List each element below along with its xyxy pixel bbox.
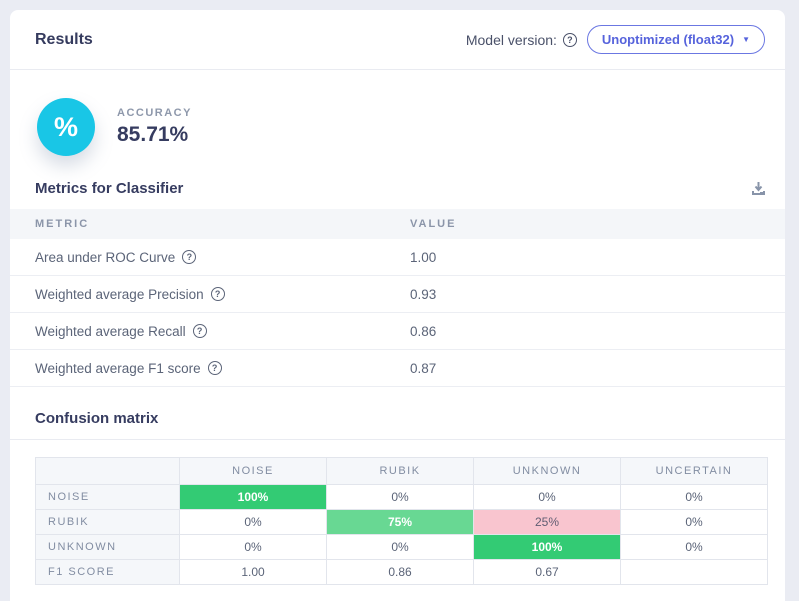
metrics-heading-row: Metrics for Classifier [10, 156, 785, 209]
metrics-table-header: METRIC VALUE [10, 209, 785, 239]
metrics-section-title: Metrics for Classifier [35, 180, 184, 197]
confusion-cell: 25% [473, 509, 621, 535]
confusion-cell: 0.67 [473, 559, 621, 585]
confusion-row-label: RUBIK [35, 509, 180, 535]
value-column-header: VALUE [410, 218, 457, 230]
page-title: Results [35, 30, 93, 48]
confusion-row: F1 SCORE 1.00 0.86 0.67 [35, 559, 768, 585]
confusion-cell: 1.00 [179, 559, 327, 585]
help-icon[interactable]: ? [207, 361, 222, 375]
confusion-cell: 100% [473, 534, 621, 560]
table-row: Weighted average Precision ? 0.93 [10, 276, 785, 313]
accuracy-block: % ACCURACY 85.71% [10, 70, 785, 156]
metric-value: 0.86 [410, 323, 437, 339]
help-icon[interactable]: ? [210, 287, 225, 301]
help-icon[interactable]: ? [182, 250, 197, 264]
confusion-column-header: RUBIK [326, 457, 474, 485]
metric-label: Area under ROC Curve [35, 249, 176, 265]
confusion-cell: 0% [179, 509, 327, 535]
card-header: Results Model version: ? Unoptimized (fl… [10, 10, 785, 70]
metric-value: 0.87 [410, 360, 437, 376]
table-row: Weighted average F1 score ? 0.87 [10, 350, 785, 387]
confusion-row: UNKNOWN 0% 0% 100% 0% [35, 534, 768, 560]
confusion-column-header: NOISE [179, 457, 327, 485]
confusion-cell: 0% [473, 484, 621, 510]
confusion-cell: 100% [179, 484, 327, 510]
table-row: Weighted average Recall ? 0.86 [10, 313, 785, 350]
confusion-matrix: NOISE RUBIK UNKNOWN UNCERTAIN NOISE 100%… [35, 457, 768, 585]
help-icon[interactable]: ? [562, 32, 577, 47]
confusion-row-label: F1 SCORE [35, 559, 180, 585]
metric-label: Weighted average Recall [35, 323, 186, 339]
confusion-cell [620, 559, 768, 585]
confusion-heading: Confusion matrix [10, 387, 785, 440]
metric-label: Weighted average F1 score [35, 360, 201, 376]
confusion-header-row: NOISE RUBIK UNKNOWN UNCERTAIN [35, 457, 768, 485]
confusion-row-label: UNKNOWN [35, 534, 180, 560]
model-version-label: Model version: ? [466, 32, 577, 48]
help-icon[interactable]: ? [192, 324, 207, 338]
confusion-cell: 0% [326, 484, 474, 510]
confusion-cell: 0% [620, 509, 768, 535]
percent-icon: % [37, 98, 95, 156]
confusion-row: NOISE 100% 0% 0% 0% [35, 484, 768, 510]
chevron-down-icon: ▼ [742, 34, 750, 44]
table-row: Area under ROC Curve ? 1.00 [10, 239, 785, 276]
confusion-section-title: Confusion matrix [35, 410, 159, 427]
accuracy-text: ACCURACY 85.71% [117, 107, 192, 147]
results-card: Results Model version: ? Unoptimized (fl… [10, 10, 785, 601]
metrics-table: METRIC VALUE Area under ROC Curve ? 1.00… [10, 209, 785, 387]
model-version-group: Model version: ? Unoptimized (float32) ▼ [466, 25, 765, 54]
model-version-value: Unoptimized (float32) [601, 32, 735, 47]
confusion-row-label: NOISE [35, 484, 180, 510]
metric-value: 1.00 [410, 249, 437, 265]
confusion-corner-cell [35, 457, 180, 485]
confusion-column-header: UNKNOWN [473, 457, 621, 485]
confusion-cell: 0% [179, 534, 327, 560]
confusion-cell: 0% [620, 484, 768, 510]
confusion-cell: 0.86 [326, 559, 474, 585]
download-button[interactable] [750, 180, 767, 197]
metric-value: 0.93 [410, 286, 437, 302]
confusion-row: RUBIK 0% 75% 25% 0% [35, 509, 768, 535]
confusion-cell: 0% [620, 534, 768, 560]
confusion-cell: 0% [326, 534, 474, 560]
metric-label: Weighted average Precision [35, 286, 204, 302]
download-icon [752, 182, 765, 195]
metric-column-header: METRIC [35, 218, 90, 230]
model-version-dropdown[interactable]: Unoptimized (float32) ▼ [586, 25, 765, 54]
accuracy-label: ACCURACY [117, 107, 192, 119]
confusion-column-header: UNCERTAIN [620, 457, 768, 485]
confusion-cell: 75% [326, 509, 474, 535]
model-version-label-text: Model version: [465, 31, 557, 48]
accuracy-value: 85.71% [117, 123, 189, 146]
